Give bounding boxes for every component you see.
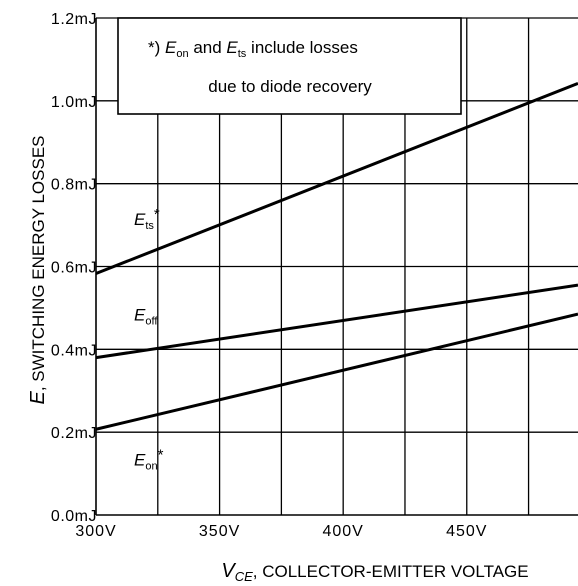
y-tick-label: 0.4mJ (51, 342, 97, 359)
x-tick-label: 450V (446, 523, 487, 540)
y-tick-label: 1.0mJ (51, 94, 97, 111)
series-label-eoff: Eoff (134, 305, 158, 327)
axes (95, 18, 578, 516)
series-lines (95, 82, 578, 431)
y-tick-label: 0.8mJ (51, 177, 97, 194)
tick-labels: 0.0mJ 0.2mJ 0.4mJ 0.6mJ 0.8mJ 1.0mJ 1.2mJ 300V 3… (51, 11, 487, 540)
series-label-eon: Eon* (134, 446, 164, 472)
series-line-ts (95, 82, 578, 275)
series-line-off (95, 283, 578, 360)
x-tick-label: 300V (75, 523, 116, 540)
annotation-box: *) Eon and Ets include losses due to dio… (117, 17, 462, 115)
annotation-line-1: *) Eon and Ets include losses (148, 38, 358, 60)
series-label-ets: Ets* (134, 206, 160, 232)
y-axis-title: E, SWITCHING ENERGY LOSSES (27, 135, 49, 404)
x-tick-label: 350V (199, 523, 240, 540)
y-tick-label: 1.2mJ (51, 11, 97, 28)
y-tick-label: 0.0mJ (51, 508, 97, 525)
y-tick-label: 0.6mJ (51, 260, 97, 277)
y-tick-label: 0.2mJ (51, 425, 97, 442)
x-axis-title: VCE, COLLECTOR-EMITTER VOLTAGE (221, 560, 528, 584)
annotation-line-2: due to diode recovery (208, 77, 372, 96)
series-line-on (95, 312, 578, 431)
x-tick-label: 400V (322, 523, 363, 540)
